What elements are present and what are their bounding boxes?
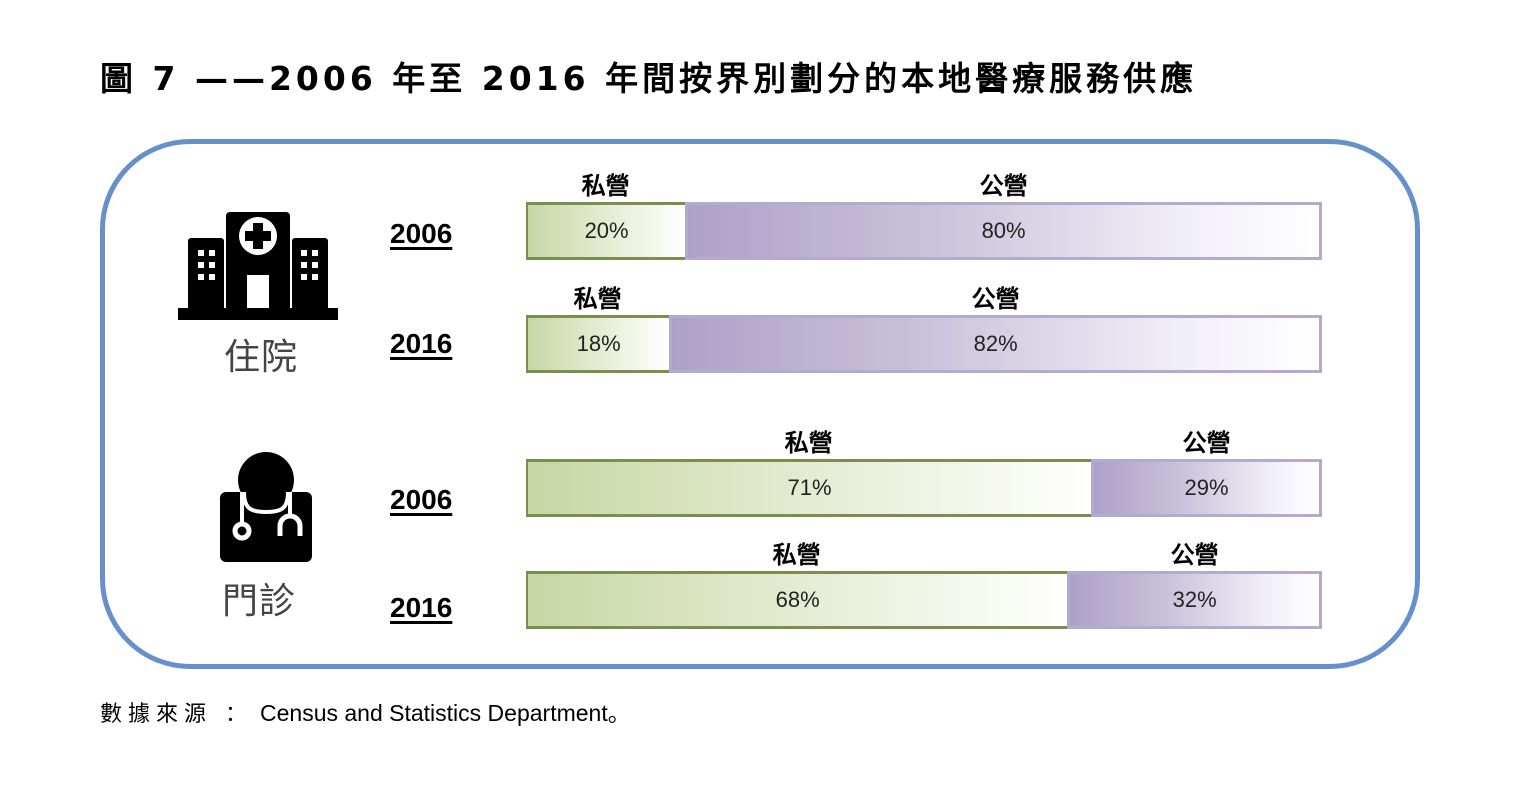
- series-label-public: 公營: [979, 172, 1028, 200]
- bar-segment-public: 82%: [669, 315, 1322, 373]
- data-label: 80%: [981, 218, 1026, 243]
- source-text: Census and Statistics Department。: [260, 700, 631, 726]
- bar-segment-private: 20%: [526, 202, 686, 260]
- stacked-bar: 18% 82%: [526, 315, 1322, 373]
- series-label-private: 私營: [581, 172, 630, 200]
- bar-segment-private: 68%: [526, 571, 1068, 629]
- group-label-inpatient: 住院: [224, 337, 299, 378]
- data-label: 32%: [1172, 587, 1217, 612]
- data-label: 18%: [576, 331, 621, 356]
- data-label: 71%: [787, 475, 832, 500]
- chart-frame: [100, 139, 1420, 669]
- chart-title: 圖 7 ——2006 年至 2016 年間按界別劃分的本地醫療服務供應: [100, 59, 1198, 98]
- series-label-private: 私營: [573, 285, 622, 313]
- stacked-bar: 71% 29%: [526, 459, 1322, 517]
- series-label-public: 公營: [1182, 429, 1231, 457]
- source-label: 數據來源 ：: [100, 702, 253, 727]
- data-label: 20%: [584, 218, 629, 243]
- series-label-private: 私營: [772, 541, 821, 569]
- hospital-icon: [178, 212, 338, 320]
- source-note: 數據來源 ： Census and Statistics Department。: [100, 694, 631, 728]
- bar-segment-public: 29%: [1091, 459, 1322, 517]
- data-label: 68%: [775, 587, 820, 612]
- stacked-bar: 20% 80%: [526, 202, 1322, 260]
- bar-segment-public: 80%: [685, 202, 1322, 260]
- year-label: 2016: [390, 328, 453, 359]
- doctor-icon: [220, 452, 312, 562]
- year-label: 2006: [390, 484, 453, 515]
- data-label: 29%: [1184, 475, 1229, 500]
- stacked-bar: 68% 32%: [526, 571, 1322, 629]
- bar-segment-private: 18%: [526, 315, 670, 373]
- series-label-public: 公營: [971, 285, 1020, 313]
- group-label-outpatient: 門診: [222, 581, 297, 622]
- bar-segment-private: 71%: [526, 459, 1092, 517]
- year-label: 2006: [390, 218, 453, 249]
- data-label: 82%: [973, 331, 1018, 356]
- series-label-public: 公營: [1170, 541, 1219, 569]
- series-label-private: 私營: [784, 429, 833, 457]
- year-label: 2016: [390, 592, 453, 623]
- bar-segment-public: 32%: [1067, 571, 1322, 629]
